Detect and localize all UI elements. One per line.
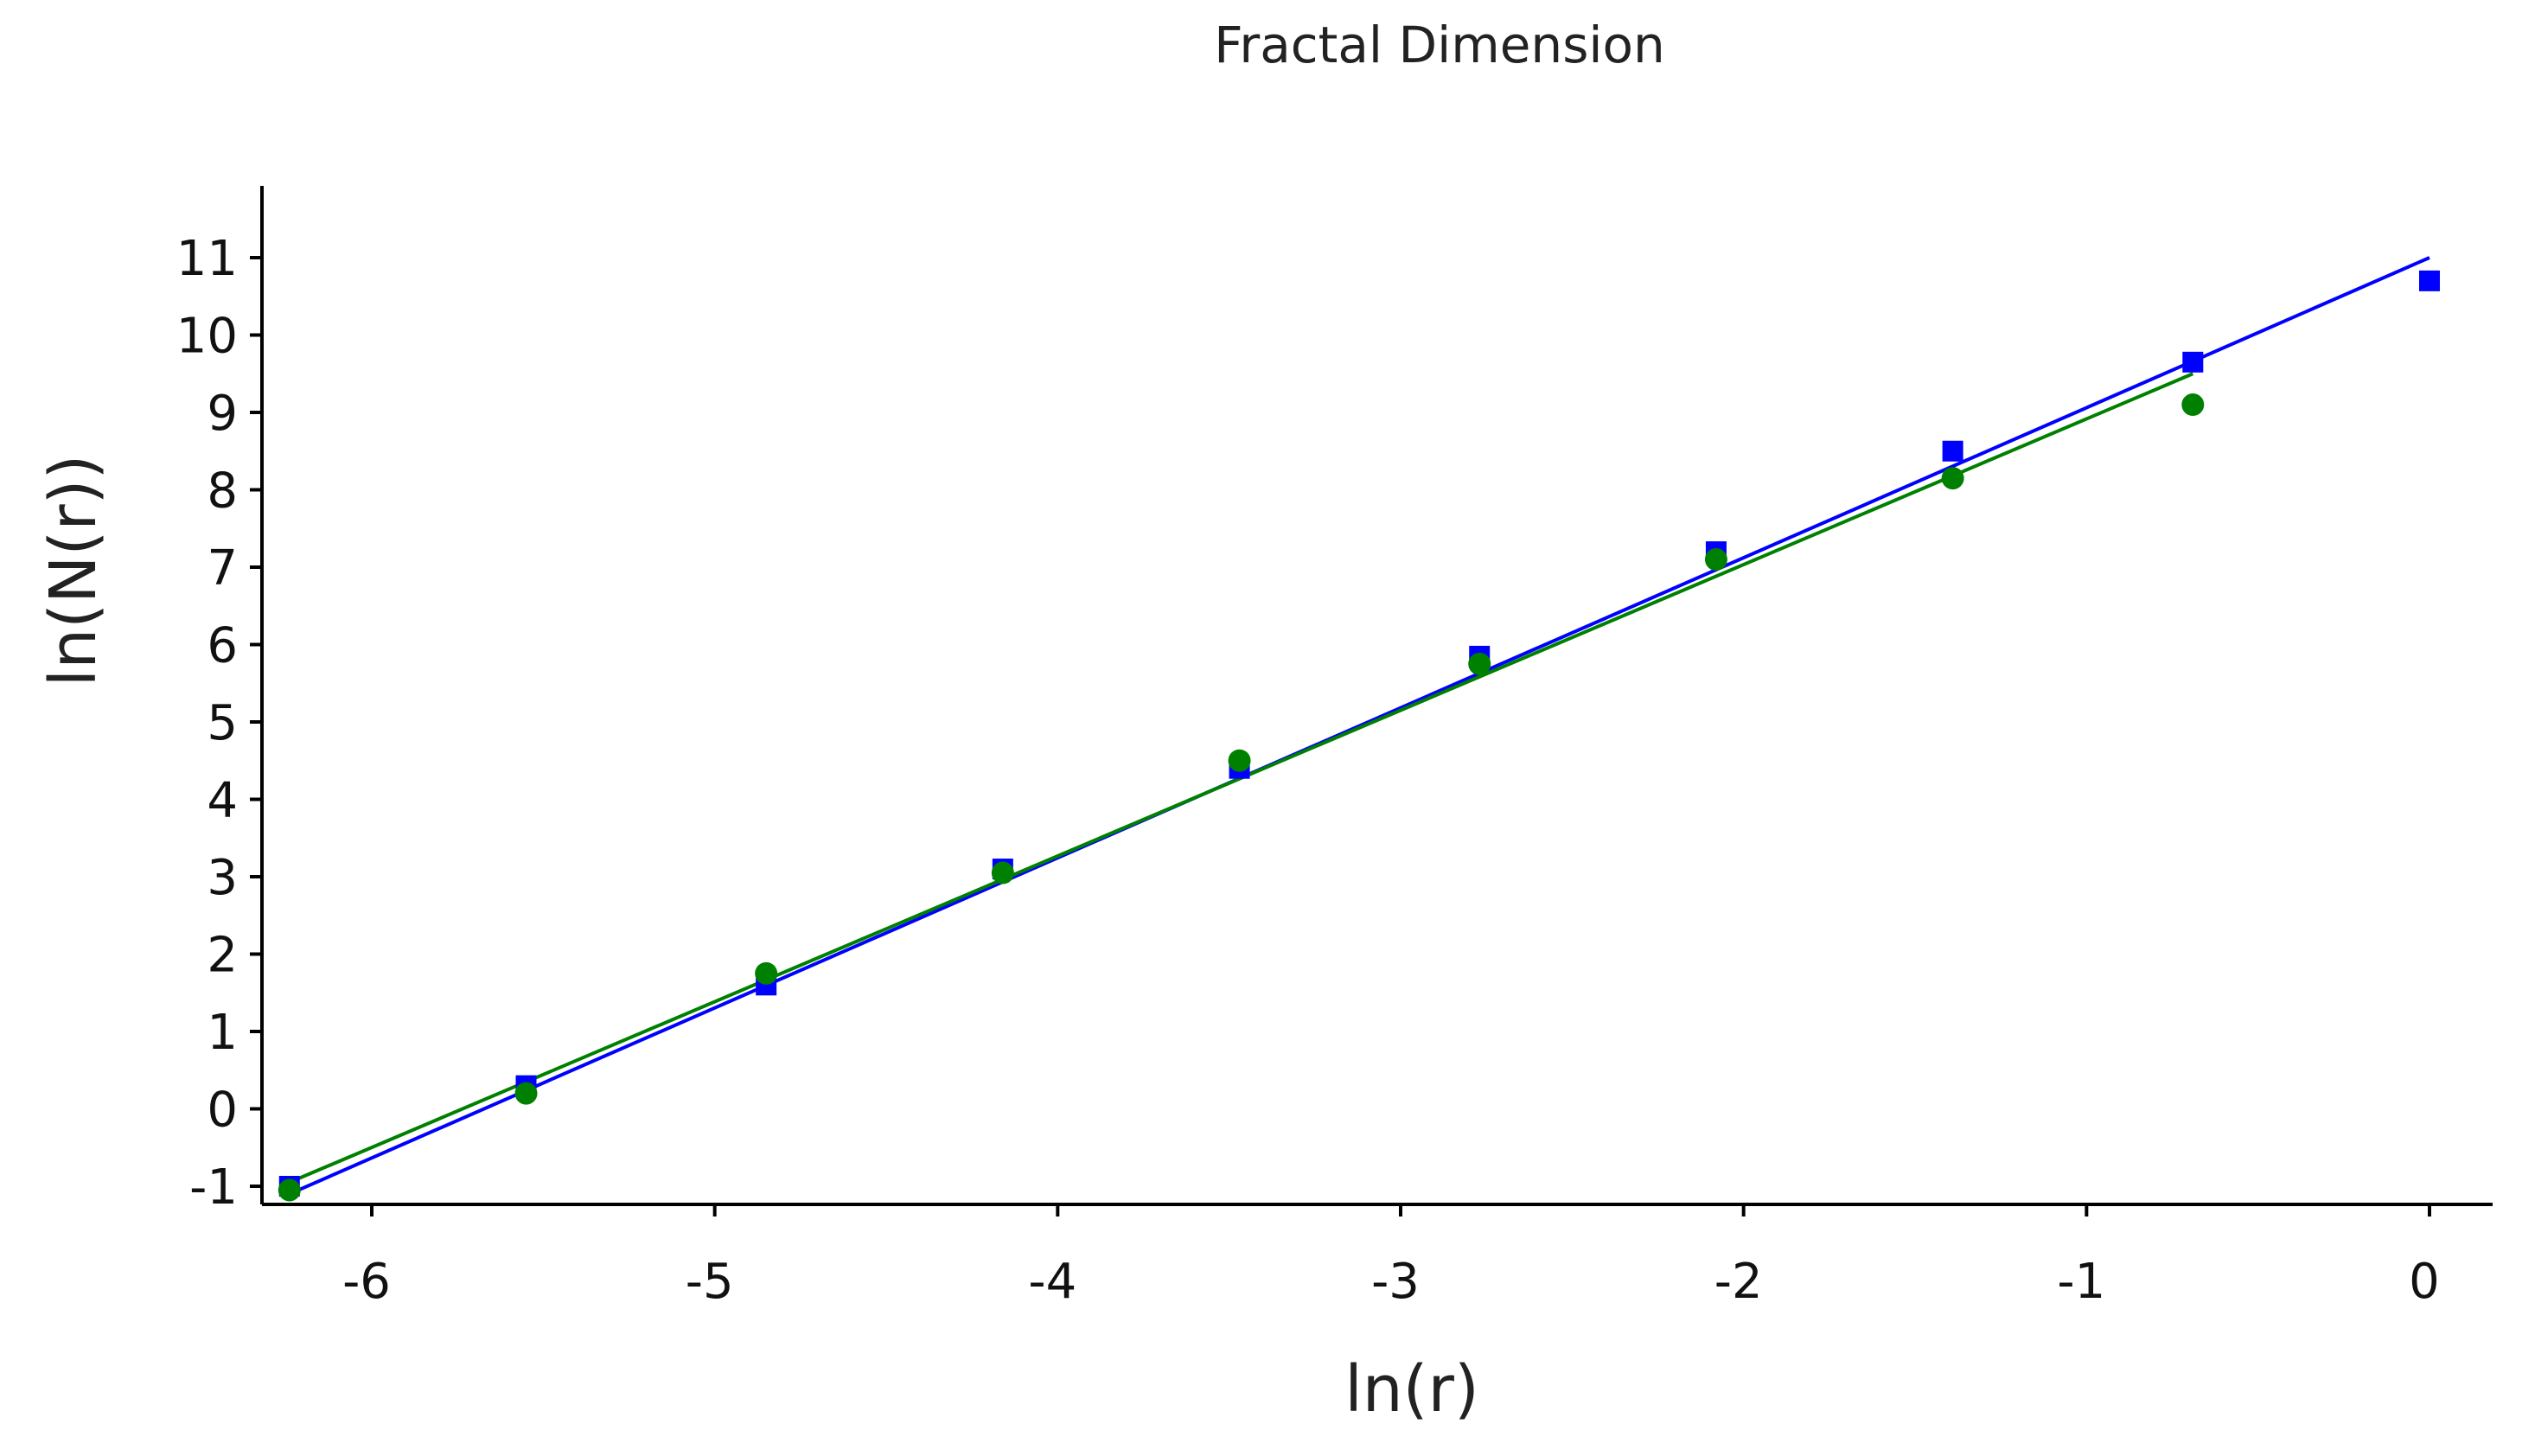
x-axis-label: ln(r) [1344, 1352, 1479, 1427]
y-tick-label: 11 [176, 231, 238, 287]
y-tick-label: 2 [207, 928, 238, 984]
y-tick-label: 3 [207, 850, 238, 906]
y-tick-label: 10 [176, 309, 238, 365]
data-point-circle [1228, 749, 1251, 772]
data-point-square [2182, 351, 2204, 373]
y-axis-label: ln(N(r)) [36, 455, 111, 687]
chart-title: Fractal Dimension [1214, 16, 1665, 74]
y-tick-label: -1 [189, 1159, 238, 1216]
data-point-circle [1468, 652, 1491, 675]
axes: -6 -5 -4 -3 -2 -1 0 -1 0 1 2 3 4 5 6 7 8 9 10 11 [176, 186, 2493, 1310]
data-point-square [1942, 440, 1963, 462]
data-point-circle [2181, 393, 2205, 417]
x-tick-label: -2 [1714, 1254, 1763, 1310]
x-tick-label: -5 [686, 1254, 734, 1310]
fit-lines [288, 256, 2430, 1196]
data-point-circle [755, 961, 778, 985]
fit-line-series-1 [288, 256, 2430, 1196]
y-tick-label: 0 [207, 1082, 238, 1139]
y-tick-label: 1 [207, 1005, 238, 1061]
data-markers [278, 270, 2440, 1202]
y-tick-label: 5 [207, 695, 238, 751]
x-tick-label: -6 [342, 1254, 391, 1310]
data-point-circle [1941, 467, 1964, 490]
y-tick-label: 7 [207, 540, 238, 597]
x-tick-label: -4 [1028, 1254, 1076, 1310]
data-point-circle [1704, 548, 1727, 572]
x-tick-label: -1 [2057, 1254, 2105, 1310]
y-tick-label: 4 [207, 773, 238, 829]
x-tick-label: 0 [2409, 1254, 2440, 1310]
data-point-circle [278, 1178, 301, 1202]
data-point-square [2419, 270, 2440, 291]
y-tick-label: 9 [207, 386, 238, 442]
y-tick-label: 6 [207, 618, 238, 674]
data-point-circle [514, 1082, 538, 1105]
x-tick-label: -3 [1371, 1254, 1420, 1310]
y-tick-label: 8 [207, 463, 238, 520]
data-point-circle [991, 861, 1014, 884]
